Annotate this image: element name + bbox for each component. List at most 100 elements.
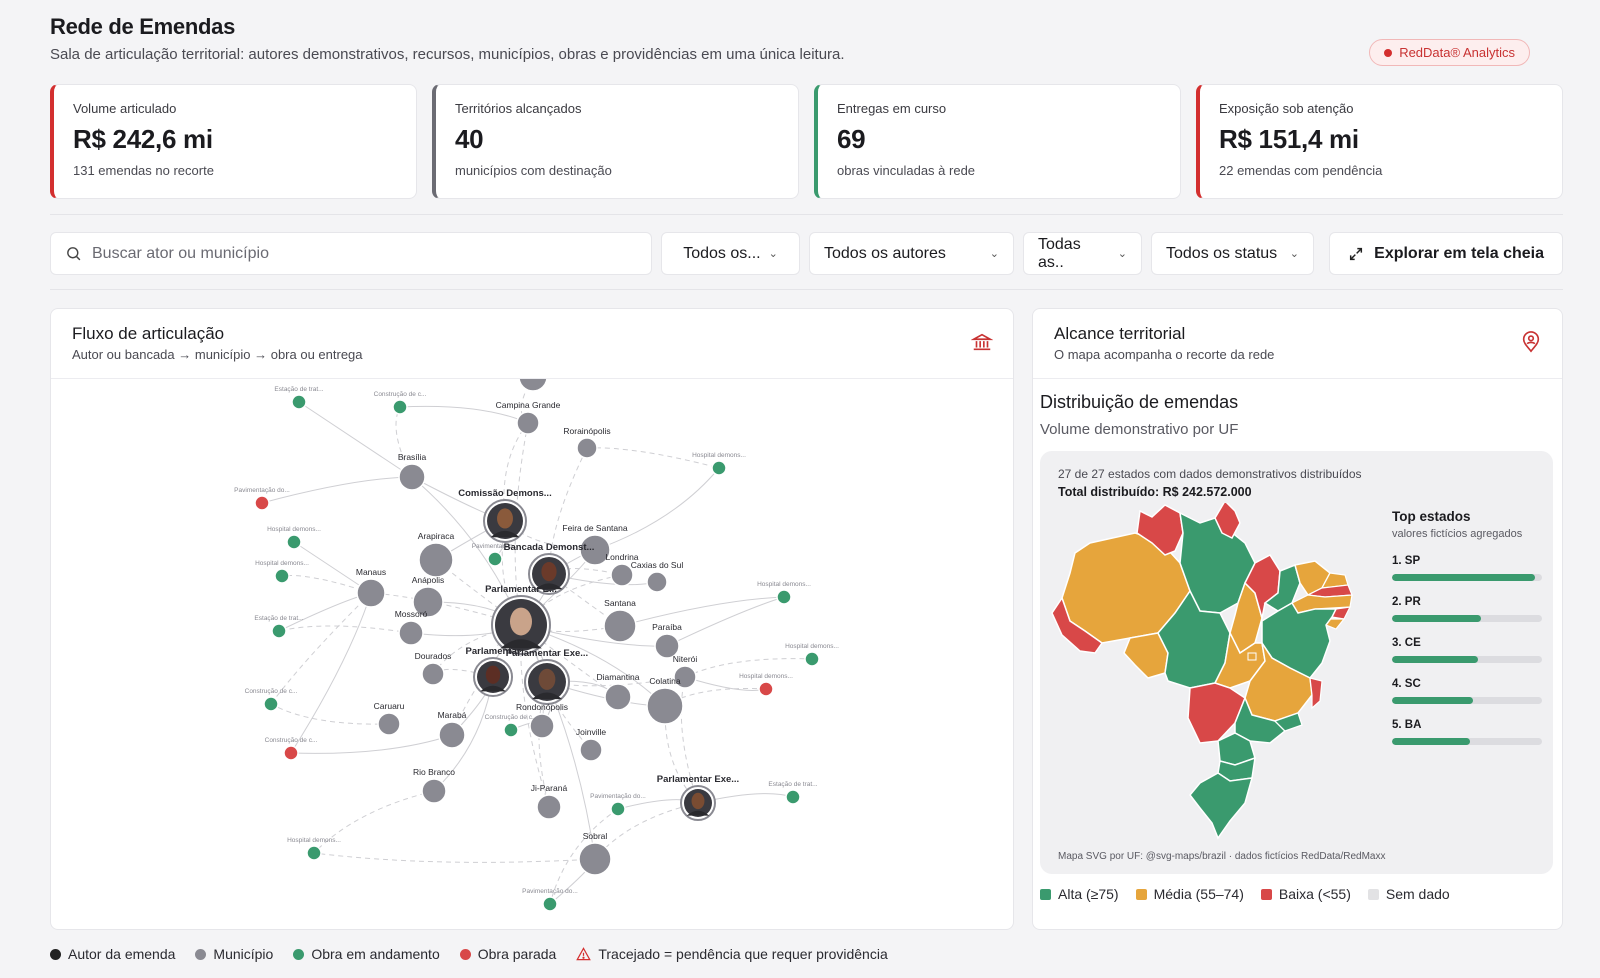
- network-node-author[interactable]: Comissão Demons...: [458, 488, 552, 543]
- network-node-mun[interactable]: Santana: [603, 598, 637, 643]
- brand-dot-icon: [1384, 48, 1393, 57]
- top-state-bar: [1392, 738, 1542, 745]
- network-node-mun[interactable]: Diamantina: [597, 672, 640, 711]
- network-node-author[interactable]: Parlamentar E...: [485, 584, 557, 655]
- network-legend: Autor da emenda Município Obra em andame…: [50, 946, 888, 962]
- top-state-bar-fill: [1392, 574, 1535, 581]
- kpi-value: 40: [455, 124, 484, 154]
- network-graph[interactable]: Estação de trat... Construção de c... Camp…: [51, 379, 1014, 930]
- network-node-ok[interactable]: Hospital demons...: [692, 452, 746, 476]
- search-icon: [67, 247, 81, 261]
- network-node-ok[interactable]: Construção de c...: [245, 688, 298, 712]
- network-node-mun[interactable]: [518, 379, 548, 392]
- kpi-value: R$ 242,6 mi: [73, 124, 213, 154]
- filter-select-authors[interactable]: Todos os autores ⌄: [809, 232, 1014, 275]
- network-node-author[interactable]: Bancada Demonst...: [504, 542, 595, 595]
- map-caption: 27 de 27 estados com dados demonstrativo…: [1058, 467, 1362, 481]
- network-node-mun[interactable]: Feira de Santana: [562, 523, 628, 566]
- map-subtitle: O mapa acompanha o recorte da rede: [1054, 347, 1275, 362]
- network-node-mun[interactable]: Manaus: [356, 567, 386, 608]
- network-node-mun[interactable]: Caruaru: [374, 701, 405, 736]
- network-node-ok[interactable]: Hospital demons...: [757, 581, 811, 605]
- network-node-ok[interactable]: Construção de c...: [374, 391, 427, 415]
- network-node-author[interactable]: Parlamentar Exe...: [657, 774, 739, 821]
- filter-select-status[interactable]: Todos os status ⌄: [1151, 232, 1314, 275]
- top-state-bar-fill: [1392, 656, 1478, 663]
- filter-select-1[interactable]: Todos os... ⌄: [661, 232, 800, 275]
- network-node-ok[interactable]: Hospital demons...: [785, 643, 839, 667]
- legend-label: Tracejado = pendência que requer providê…: [598, 946, 888, 962]
- top-state-bar-fill: [1392, 697, 1473, 704]
- network-panel-header: Fluxo de articulação Autor ou bancada → …: [51, 309, 1013, 379]
- network-node-mun[interactable]: Niterói: [673, 654, 698, 689]
- network-node-mun[interactable]: Marabá: [438, 710, 467, 749]
- network-node-ok[interactable]: Hospital demons...: [287, 837, 341, 861]
- top-states-sub: valores fictícios agregados: [1392, 528, 1523, 540]
- top-state-label: 5. BA: [1392, 719, 1422, 731]
- network-node-stop[interactable]: Pavimentação do...: [234, 487, 290, 511]
- network-node-label: Caxias do Sul: [631, 560, 684, 570]
- search-input[interactable]: Buscar ator ou município: [50, 232, 652, 275]
- network-node-mun[interactable]: Sobral: [578, 831, 612, 876]
- state-rs[interactable]: [1189, 772, 1254, 840]
- filter-select-3[interactable]: Todas as.. ⌄: [1023, 232, 1142, 275]
- state-rj[interactable]: [1273, 712, 1303, 732]
- network-node-ok[interactable]: Estação de trat...: [254, 615, 304, 639]
- state-es[interactable]: [1309, 677, 1323, 710]
- network-node-stop[interactable]: Construção de c...: [265, 737, 318, 761]
- network-node-mun[interactable]: Campina Grande: [496, 400, 561, 435]
- network-node-mun[interactable]: Rorainópolis: [563, 426, 611, 459]
- brazil-map[interactable]: [1040, 503, 1380, 848]
- top-state-row: 3. CE: [1392, 637, 1542, 663]
- top-state-row: 5. BA: [1392, 719, 1542, 745]
- network-node-mun[interactable]: Colatina: [646, 676, 684, 725]
- network-node-ok[interactable]: Pavimentação do...: [590, 793, 646, 817]
- network-node-label: Manaus: [356, 567, 386, 577]
- network-node-mun[interactable]: Caxias do Sul: [631, 560, 684, 593]
- network-node-mun[interactable]: Brasília: [398, 452, 427, 491]
- state-df[interactable]: [1247, 652, 1257, 661]
- network-node-stop[interactable]: Hospital demons...: [739, 673, 793, 697]
- explore-fullscreen-button[interactable]: Explorar em tela cheia: [1329, 232, 1563, 275]
- network-node-mun[interactable]: Joinville: [576, 727, 607, 762]
- network-node-ok[interactable]: Pavimentação do...: [522, 888, 578, 912]
- network-node-label: Londrina: [605, 552, 638, 562]
- network-node-ok[interactable]: Estação de trat...: [274, 386, 324, 410]
- divider: [50, 289, 1563, 290]
- network-node-label: Pavimentação...: [472, 543, 519, 550]
- top-state-row: 2. PR: [1392, 596, 1542, 622]
- network-node-ok[interactable]: Construção de c...: [485, 714, 538, 738]
- search-placeholder: Buscar ator ou município: [92, 244, 269, 262]
- network-node-mun[interactable]: Arapiraca: [418, 531, 455, 578]
- network-node-author[interactable]: Parlamentar: [466, 646, 521, 697]
- network-edge: [520, 624, 619, 698]
- filter-select-3-value: Todas as..: [1038, 235, 1081, 271]
- network-edge: [270, 592, 372, 705]
- network-node-mun[interactable]: Mossoró: [395, 609, 428, 646]
- map-legend: Alta (≥75) Média (55–74) Baixa (<55) Sem…: [1040, 886, 1450, 902]
- network-node-ok[interactable]: Estação de trat...: [768, 781, 818, 805]
- network-node-ok[interactable]: Hospital demons...: [267, 526, 321, 550]
- kpi-card-territorios: Territórios alcançados 40 municípios com…: [432, 84, 799, 199]
- network-node-mun[interactable]: Paraíba: [652, 622, 682, 659]
- network-node-label: Construção de c...: [374, 391, 427, 398]
- network-node-mun[interactable]: Ji-Paraná: [531, 783, 568, 820]
- network-node-mun[interactable]: Rondonópolis: [516, 702, 568, 739]
- network-node-author[interactable]: Parlamentar Exe...: [506, 648, 588, 705]
- network-edge: [549, 808, 619, 905]
- network-node-label: Brasília: [398, 452, 427, 462]
- brand-badge[interactable]: RedData® Analytics: [1369, 39, 1530, 66]
- legend-swatch: [1040, 888, 1051, 900]
- network-node-mun[interactable]: Londrina: [605, 552, 639, 587]
- network-node-ok[interactable]: Pavimentação...: [472, 543, 519, 567]
- network-node-mun[interactable]: Anápolis: [412, 575, 445, 618]
- network-node-ok[interactable]: Hospital demons...: [255, 560, 309, 584]
- state-ac[interactable]: [1051, 596, 1104, 654]
- bank-icon: [971, 333, 993, 351]
- legend-label: Município: [213, 946, 274, 962]
- top-states-title: Top estados: [1392, 509, 1471, 524]
- network-node-label: Arapiraca: [418, 531, 455, 541]
- state-ap[interactable]: [1214, 503, 1241, 539]
- network-node-mun[interactable]: Dourados: [415, 651, 452, 686]
- network-node-mun[interactable]: Rio Branco: [413, 767, 455, 804]
